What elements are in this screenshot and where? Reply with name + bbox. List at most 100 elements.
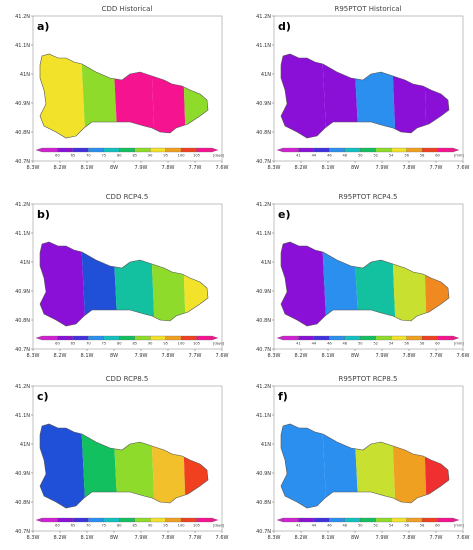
colorbar-swatch — [313, 517, 330, 523]
colorbar-tick-label: 100 — [178, 154, 186, 158]
lon-tick-label: 8W — [110, 353, 118, 359]
colorbar-tick-label: 41 — [296, 342, 301, 346]
colorbar-tick-label: 50 — [358, 154, 363, 158]
colorbar-tick-label: 48 — [343, 524, 348, 528]
colorbar-arrow-right — [452, 517, 460, 523]
colorbar-tick-label: 70 — [86, 524, 91, 528]
lon-tick-label: 7.8W — [403, 353, 416, 359]
lat-tick-label: 40.7N — [256, 529, 271, 535]
colorbar-swatch — [375, 517, 392, 523]
colorbar-swatch — [282, 517, 299, 523]
lon-tick-label: 8.3W — [27, 165, 40, 171]
colorbar-arrow-right — [452, 147, 460, 153]
colorbar-tick-label: 80 — [117, 154, 122, 158]
map-svg-f: R95PTOT RCP8.5 f) 41.2N 41.1N 41N 40.9N 40.8N 4… — [256, 375, 469, 541]
colorbar-swatch — [344, 147, 361, 153]
colorbar-tick-label: 56 — [404, 154, 409, 158]
colorbar-swatch — [180, 147, 197, 153]
colorbar-tick-label: 75 — [102, 524, 107, 528]
colorbar-swatch — [329, 147, 345, 153]
colorbar-tick-label: 52 — [373, 154, 378, 158]
colorbar-arrow-right — [211, 147, 219, 153]
colorbar-swatch — [406, 147, 423, 153]
colorbar-tick-label: 95 — [163, 154, 168, 158]
catchment-outline — [39, 241, 209, 327]
lat-tick-label: 40.9N — [256, 471, 271, 477]
colorbar-swatch — [57, 147, 74, 153]
lon-tick-label: 7.8W — [162, 353, 175, 359]
lon-tick-label: 8W — [110, 165, 118, 171]
panel-title: R95PTOT RCP4.5 — [338, 193, 397, 201]
colorbar-swatch — [57, 517, 74, 523]
colorbar-tick-label: 46 — [327, 524, 332, 528]
lat-tick-label: 40.7N — [15, 347, 30, 353]
map-svg-c: CDD RCP8.5 c) 41.2N 41.1N 41N 40.9N 40.8N 40.7N… — [15, 375, 229, 541]
lon-tick-label: 8.2W — [295, 535, 308, 541]
lat-tick-label: 40.9N — [15, 471, 30, 477]
map-svg-e: R95PTOT RCP4.5 e) 41.2N 41.1N 41N 40.9N 40.8N 4… — [256, 193, 470, 359]
lat-tick-label: 41.2N — [256, 202, 271, 208]
colorbar-tick-label: 90 — [148, 524, 153, 528]
colorbar-arrow-right — [211, 517, 219, 523]
lon-tick-label: 8W — [351, 535, 359, 541]
colorbar-swatch — [72, 517, 89, 523]
lon-tick-label: 8.3W — [27, 535, 40, 541]
lon-tick-label: 7.6W — [216, 535, 229, 541]
lat-tick-label: 41.1N — [256, 43, 271, 49]
lon-tick-label: 7.8W — [403, 165, 416, 171]
colorbar-tick-label: 60 — [55, 524, 60, 528]
panel-title: R95PTOT RCP8.5 — [338, 375, 397, 383]
colorbar-tick-label: 70 — [86, 342, 91, 346]
colorbar-swatch — [298, 147, 315, 153]
colorbar-tick-label: 52 — [373, 342, 378, 346]
colorbar-swatch — [41, 147, 58, 153]
colorbar-swatch — [88, 147, 104, 153]
colorbar-swatch — [57, 335, 74, 341]
lat-tick-label: 40.8N — [256, 500, 271, 506]
lat-tick-label: 41.1N — [256, 413, 271, 419]
colorbar-swatch — [41, 335, 58, 341]
lon-tick-label: 7.9W — [376, 535, 389, 541]
map-panel-c: CDD RCP8.5 c) 41.2N 41.1N 41N 40.9N 40.8N 40.7N… — [0, 370, 232, 550]
panel-label: b) — [37, 208, 50, 221]
lat-tick-label: 40.7N — [15, 159, 30, 165]
colorbar-tick-label: 60 — [55, 154, 60, 158]
lon-tick-label: 7.7W — [189, 353, 202, 359]
colorbar-tick-label: 41 — [296, 154, 301, 158]
lat-tick-label: 41.1N — [256, 231, 271, 237]
colorbar-swatch — [437, 335, 454, 341]
lat-tick-label: 41N — [261, 72, 271, 78]
colorbar-tick-label: 65 — [71, 342, 76, 346]
lat-tick-label: 40.8N — [15, 318, 30, 324]
lat-tick-label: 40.8N — [256, 318, 271, 324]
colorbar-swatch — [406, 517, 423, 523]
panel-label: c) — [37, 390, 49, 403]
lon-tick-label: 7.6W — [457, 353, 470, 359]
colorbar-swatch — [313, 147, 330, 153]
colorbar-swatch — [150, 335, 166, 341]
colorbar-swatch — [119, 335, 135, 341]
lon-tick-label: 7.9W — [135, 535, 148, 541]
panel-title: CDD RCP4.5 — [106, 193, 149, 201]
lon-tick-label: 7.9W — [135, 165, 148, 171]
colorbar-tick-label: 70 — [86, 154, 91, 158]
lat-tick-label: 40.8N — [256, 130, 271, 136]
colorbar-unit: [mm] — [454, 524, 464, 528]
lat-tick-label: 41N — [20, 72, 30, 78]
lon-tick-label: 7.8W — [162, 535, 175, 541]
colorbar-swatch — [329, 335, 345, 341]
panel-label: a) — [37, 20, 49, 33]
colorbar-tick-label: 52 — [373, 524, 378, 528]
colorbar-tick-label: 44 — [312, 524, 317, 528]
lat-tick-label: 41.2N — [256, 14, 271, 20]
lon-tick-label: 8W — [110, 535, 118, 541]
colorbar-tick-label: 105 — [193, 154, 200, 158]
colorbar-swatch — [196, 147, 213, 153]
lon-tick-label: 7.8W — [162, 165, 175, 171]
colorbar-tick-label: 95 — [163, 524, 168, 528]
colorbar-tick-label: 105 — [193, 524, 200, 528]
lon-tick-label: 8.1W — [81, 165, 94, 171]
lon-tick-label: 7.8W — [403, 535, 416, 541]
colorbar-unit: [days] — [213, 524, 225, 528]
colorbar-swatch — [165, 335, 182, 341]
